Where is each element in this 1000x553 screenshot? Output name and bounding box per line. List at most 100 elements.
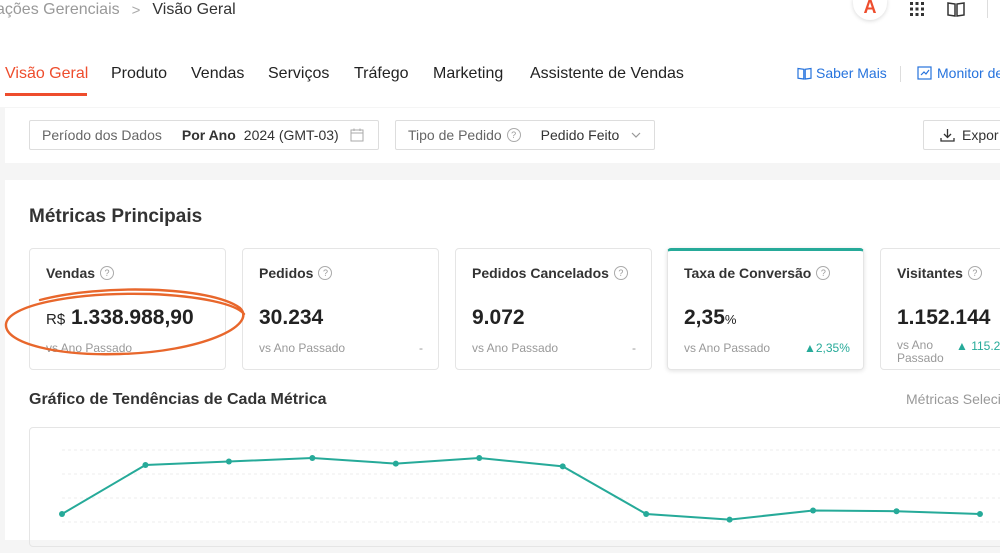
monitor-icon	[917, 66, 932, 80]
metric-value: 9.072	[472, 306, 525, 329]
export-button[interactable]: Expor	[923, 120, 1000, 150]
metric-title: Taxa de Conversão?	[684, 265, 831, 281]
apps-grid-icon[interactable]	[909, 1, 925, 17]
tab-visao-geral[interactable]: Visão Geral	[5, 65, 89, 82]
metric-comparison-label: vs Ano Passado	[259, 341, 346, 355]
tab-vendas[interactable]: Vendas	[191, 65, 245, 82]
trend-point[interactable]	[476, 455, 483, 461]
download-icon	[940, 129, 955, 142]
metric-comparison-label: vs Ano Passado	[897, 339, 944, 365]
monitor-label: Monitor de	[937, 65, 1000, 81]
trend-chart	[29, 427, 1000, 547]
trend-point[interactable]	[726, 516, 733, 523]
metric-comparison-line1: vs Ano	[897, 338, 934, 352]
metric-card-pedidos[interactable]: Pedidos? 30.234 vs Ano Passado -	[242, 248, 439, 370]
metric-title: Vendas?	[46, 265, 115, 281]
trend-point[interactable]	[559, 463, 566, 470]
metric-delta: -	[419, 341, 423, 355]
help-icon[interactable]: ?	[100, 266, 115, 280]
brand-letter: A	[863, 0, 877, 17]
metric-title-text: Taxa de Conversão	[684, 265, 812, 281]
metric-delta: -	[632, 341, 636, 355]
filter-bar: Período dos Dados Por Ano 2024 (GMT-03) …	[5, 108, 1000, 163]
breadcrumb-separator: >	[131, 1, 141, 19]
periodo-value: 2024 (GMT-03)	[243, 127, 339, 143]
trend-point[interactable]	[976, 511, 983, 517]
help-icon[interactable]: ?	[318, 266, 333, 280]
selected-metrics-dropdown[interactable]: Métricas Seleci	[906, 391, 1000, 407]
currency-symbol: R$	[46, 311, 66, 328]
trend-point[interactable]	[643, 511, 650, 517]
periodo-label: Período dos Dados	[42, 127, 162, 143]
help-icon[interactable]: ?	[816, 266, 831, 280]
trend-chart-svg	[59, 449, 1000, 523]
tab-produto[interactable]: Produto	[111, 65, 168, 82]
metric-value: 1.152.144	[897, 306, 991, 329]
main-panel: Métricas Principais Vendas? R$ 1.338.988…	[5, 180, 1000, 547]
breadcrumb-current: Visão Geral	[152, 1, 236, 18]
trend-line	[61, 456, 980, 521]
periodo-mode: Por Ano	[181, 127, 236, 143]
metric-value: 2,35%	[684, 306, 736, 330]
header-divider	[987, 0, 988, 18]
book-open-icon	[797, 67, 812, 80]
metric-delta: ▲2,35%	[804, 341, 850, 355]
link-divider	[900, 66, 901, 82]
metric-value: 30.234	[259, 306, 324, 329]
export-label: Expor	[962, 127, 999, 143]
metric-title: Pedidos?	[259, 265, 333, 281]
metric-value-text: 1.338.988,90	[71, 306, 194, 329]
metrics-title: Métricas Principais	[29, 206, 203, 227]
metric-title-text: Pedidos	[259, 265, 314, 281]
monitor-link[interactable]: Monitor de	[917, 65, 1000, 81]
tab-assistente-de-vendas[interactable]: Assistente de Vendas	[530, 65, 684, 82]
tab-bar: Visão Geral Produto Vendas Serviços Tráf…	[0, 37, 1000, 107]
trend-point[interactable]	[142, 462, 149, 468]
book-icon[interactable]	[947, 1, 965, 17]
saber-mais-label: Saber Mais	[816, 65, 887, 81]
metric-comparison-label: vs Ano Passado	[472, 341, 559, 355]
trend-point[interactable]	[893, 508, 900, 515]
metric-value: R$ 1.338.988,90	[46, 306, 194, 330]
tipo-label: Tipo de Pedido	[408, 127, 502, 143]
brand-logo-icon[interactable]: A	[853, 0, 887, 20]
tab-marketing[interactable]: Marketing	[433, 65, 504, 82]
saber-mais-link[interactable]: Saber Mais	[797, 65, 887, 81]
metric-title: Pedidos Cancelados?	[472, 265, 628, 281]
tab-trafego[interactable]: Tráfego	[354, 65, 409, 82]
trend-point[interactable]	[225, 458, 232, 465]
metric-title-text: Vendas	[46, 265, 96, 281]
calendar-icon	[350, 128, 364, 142]
trend-point[interactable]	[810, 507, 817, 514]
header-icons: A	[853, 0, 1000, 20]
tab-servicos[interactable]: Serviços	[268, 65, 330, 82]
tipo-value: Pedido Feito	[540, 127, 620, 143]
metric-title-text: Visitantes	[897, 265, 963, 281]
metric-delta: ▲ 115.2	[956, 339, 1000, 353]
periodo-filter[interactable]: Período dos Dados Por Ano 2024 (GMT-03)	[29, 120, 379, 150]
breadcrumb: ações Gerenciais > Visão Geral	[0, 0, 236, 20]
top-bar: ações Gerenciais > Visão Geral A	[0, 0, 1000, 38]
metric-card-pedidos-cancelados[interactable]: Pedidos Cancelados? 9.072 vs Ano Passado…	[455, 248, 652, 370]
metric-card-vendas[interactable]: Vendas? R$ 1.338.988,90 vs Ano Passado	[29, 248, 226, 370]
metric-comparison-label: vs Ano Passado	[684, 341, 771, 355]
trend-point[interactable]	[59, 511, 65, 517]
active-tab-indicator	[5, 93, 87, 96]
metric-title-text: Pedidos Cancelados	[472, 265, 609, 281]
metric-comparison-label: vs Ano Passado	[46, 341, 133, 355]
trend-point[interactable]	[309, 455, 316, 461]
trend-point[interactable]	[392, 460, 399, 467]
trend-chart-title: Gráfico de Tendências de Cada Métrica	[29, 391, 327, 408]
metric-card-visitantes[interactable]: Visitantes? 1.152.144 vs Ano Passado ▲ 11…	[880, 248, 1000, 370]
help-icon[interactable]: ?	[613, 266, 628, 280]
metric-card-taxa-de-conversao[interactable]: Taxa de Conversão? 2,35% vs Ano Passado …	[667, 248, 864, 370]
metric-value-text: 2,35	[684, 306, 725, 329]
metric-comparison-line2: Passado	[897, 351, 944, 365]
help-icon[interactable]: ?	[967, 266, 982, 280]
metric-value-suffix: %	[724, 312, 737, 327]
tipo-pedido-filter[interactable]: Tipo de Pedido ? Pedido Feito	[395, 120, 655, 150]
metric-title: Visitantes?	[897, 265, 982, 281]
chevron-down-icon	[631, 132, 641, 138]
help-icon: ?	[506, 128, 521, 142]
breadcrumb-parent[interactable]: ações Gerenciais	[0, 1, 120, 18]
